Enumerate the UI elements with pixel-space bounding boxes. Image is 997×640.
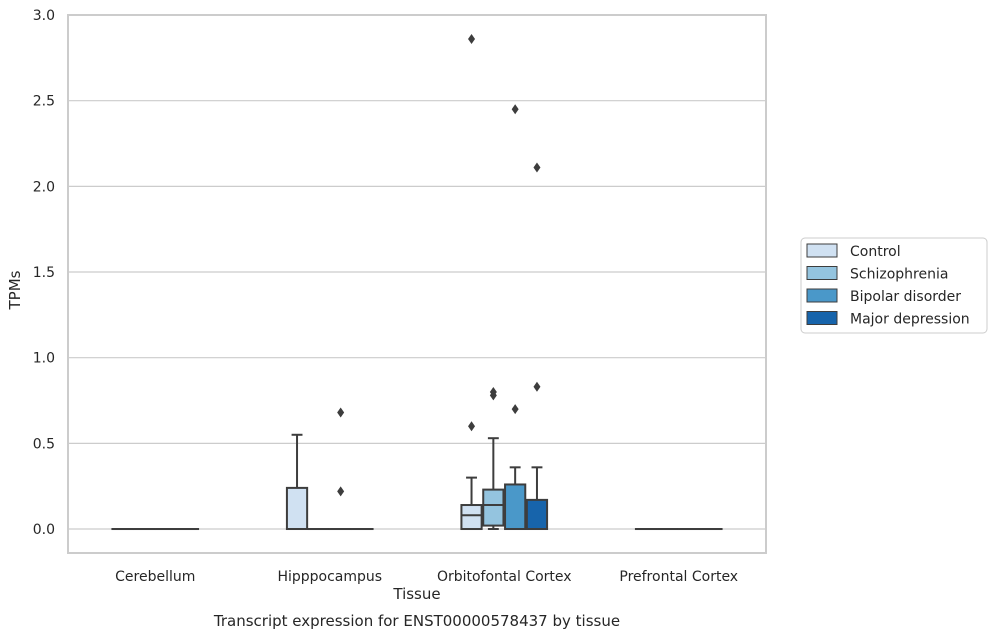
outlier-point bbox=[511, 404, 519, 415]
legend-entry: Bipolar disorder bbox=[850, 289, 961, 305]
legend-swatch bbox=[806, 266, 838, 280]
legend: Control Schizophrenia Bipolar disorder Majo… bbox=[800, 237, 988, 334]
y-tick-label: 3.0 bbox=[33, 8, 55, 24]
box-body bbox=[285, 486, 309, 531]
legend-swatch bbox=[806, 311, 838, 325]
x-axis-label: Tissue bbox=[392, 585, 440, 603]
outlier-point bbox=[337, 486, 345, 497]
box-body bbox=[482, 488, 505, 527]
box-groups bbox=[111, 33, 723, 531]
box-schizophrenia bbox=[482, 386, 505, 531]
x-tick-label: Prefrontal Cortex bbox=[619, 569, 738, 585]
x-tick-label: Hipppocampus bbox=[277, 569, 382, 585]
x-axis-ticks: Cerebellum Hipppocampus Orbitofontal Corte… bbox=[115, 569, 738, 585]
legend-entry: Schizophrenia bbox=[850, 267, 948, 283]
box-body bbox=[460, 504, 483, 531]
y-tick-label: 1.5 bbox=[33, 265, 55, 281]
box-control bbox=[460, 33, 483, 531]
gridlines bbox=[68, 14, 766, 530]
y-axis-ticks: 0.0 0.5 1.0 1.5 2.0 2.5 3.0 bbox=[33, 8, 55, 538]
legend-frame bbox=[800, 237, 988, 334]
box-major-depression bbox=[525, 162, 549, 531]
outlier-point bbox=[468, 421, 476, 432]
x-tick-label: Orbitofontal Cortex bbox=[437, 569, 572, 585]
legend-swatch bbox=[806, 288, 838, 303]
legend-entry: Major depression bbox=[850, 312, 970, 328]
outlier-point bbox=[337, 407, 345, 418]
x-tick-label: Cerebellum bbox=[115, 569, 195, 585]
y-tick-label: 0.5 bbox=[33, 436, 55, 452]
outlier-point bbox=[489, 386, 497, 397]
y-tick-label: 0.0 bbox=[33, 522, 55, 538]
box-control bbox=[285, 433, 309, 531]
plot-frame bbox=[67, 14, 767, 554]
box-body bbox=[525, 498, 549, 531]
y-tick-label: 2.0 bbox=[33, 179, 55, 195]
box-bipolar-disorder bbox=[504, 104, 527, 531]
outlier-point bbox=[533, 381, 541, 392]
y-tick-label: 1.0 bbox=[33, 351, 55, 367]
outlier-point bbox=[511, 104, 519, 115]
outlier-point bbox=[468, 33, 476, 44]
outlier-point bbox=[533, 162, 541, 173]
box-bipolar-disorder bbox=[329, 407, 352, 531]
legend-entry: Control bbox=[850, 244, 901, 260]
y-tick-label: 2.5 bbox=[33, 94, 55, 110]
legend-swatch bbox=[806, 243, 838, 258]
plot-border bbox=[67, 14, 767, 554]
chart-caption: Transcript expression for ENST0000057843… bbox=[213, 612, 620, 630]
box-body bbox=[504, 483, 527, 531]
y-axis-label: TPMs bbox=[6, 270, 24, 310]
